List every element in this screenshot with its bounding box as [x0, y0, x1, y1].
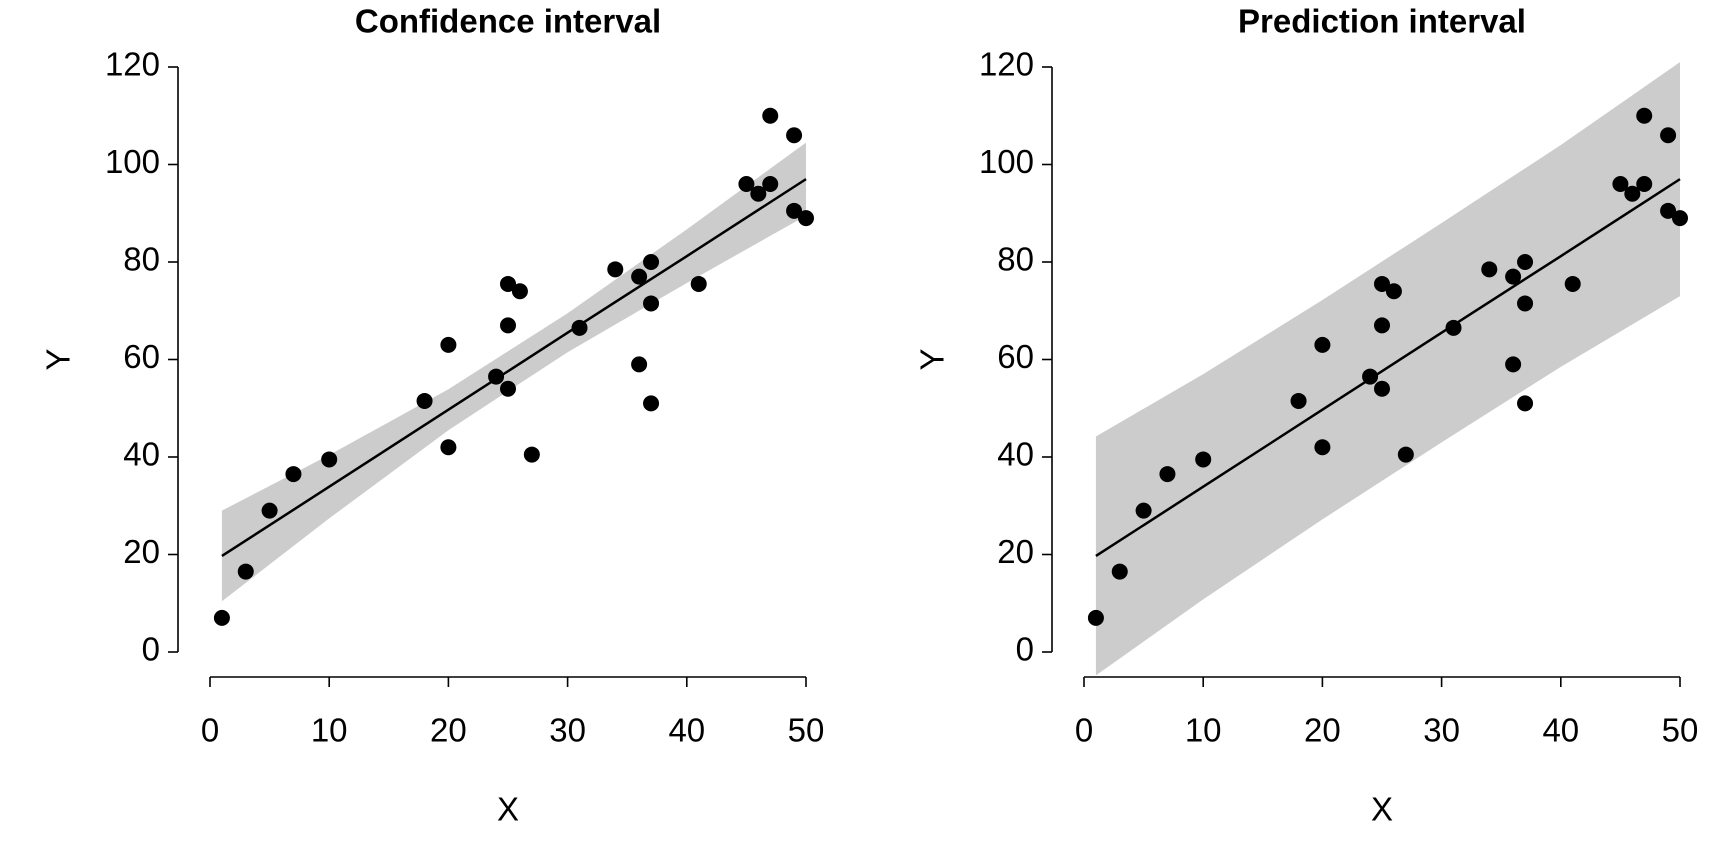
point	[1159, 466, 1176, 483]
point	[1517, 254, 1534, 270]
point	[1374, 380, 1390, 397]
y-tick-label: 0	[1016, 631, 1034, 668]
x-axis-label: X	[497, 791, 519, 828]
interval-band	[221, 142, 807, 602]
point	[762, 176, 779, 192]
point	[786, 127, 803, 144]
x-tick-label: 30	[549, 712, 586, 749]
point	[1374, 317, 1390, 334]
point	[1624, 185, 1641, 202]
y-tick-label: 100	[105, 143, 160, 180]
point	[1290, 392, 1307, 409]
x-tick-label: 10	[311, 712, 348, 749]
point	[643, 254, 660, 270]
point	[690, 275, 707, 292]
point	[1672, 210, 1688, 227]
point	[321, 451, 338, 468]
y-axis-label: Y	[40, 348, 77, 370]
y-tick-label: 0	[142, 631, 160, 668]
point	[213, 609, 230, 626]
point	[500, 317, 516, 334]
point	[1517, 295, 1534, 312]
point	[786, 202, 803, 219]
point	[440, 439, 457, 456]
point	[1195, 451, 1212, 468]
fit-line	[221, 178, 807, 558]
y-tick-label: 60	[997, 338, 1034, 375]
point	[1481, 261, 1498, 278]
point	[1505, 356, 1522, 373]
x-axis-label: X	[1371, 791, 1393, 828]
y-tick-label: 20	[123, 533, 160, 570]
x-tick-label: 40	[1542, 712, 1579, 749]
y-tick-label: 40	[997, 436, 1034, 473]
point	[500, 380, 516, 397]
point	[607, 261, 624, 278]
point	[1612, 176, 1629, 192]
point	[1314, 336, 1331, 353]
point	[750, 185, 767, 202]
y-tick-label: 100	[979, 143, 1034, 180]
x-tick-label: 40	[668, 712, 705, 749]
point	[1397, 446, 1414, 463]
x-tick-label: 50	[788, 712, 825, 749]
point	[1636, 107, 1653, 124]
point	[643, 395, 660, 412]
x-tick-label: 30	[1423, 712, 1460, 749]
chart-title: Confidence interval	[355, 3, 661, 40]
point	[631, 268, 648, 285]
point	[1362, 368, 1379, 385]
x-tick-label: 50	[1662, 712, 1699, 749]
point	[440, 336, 457, 353]
point	[261, 502, 278, 519]
point	[1087, 609, 1104, 626]
point	[1505, 268, 1522, 285]
x-tick-label: 20	[430, 712, 467, 749]
y-tick-label: 120	[105, 46, 160, 83]
point	[1385, 283, 1402, 300]
panel: 0 10 20 30 40 50 0 20 40 60 80 100 120 Prediction int…	[914, 3, 1699, 828]
fit-line	[1095, 178, 1681, 558]
point	[1636, 176, 1653, 192]
x-tick-label: 0	[1075, 712, 1093, 749]
chart-title: Prediction interval	[1238, 3, 1526, 40]
point	[798, 210, 814, 227]
point	[1135, 502, 1152, 519]
point	[571, 319, 588, 336]
point	[511, 283, 528, 300]
point	[523, 446, 540, 463]
point	[1111, 563, 1128, 580]
point	[1517, 395, 1534, 412]
point	[1660, 127, 1677, 144]
point	[1564, 275, 1581, 292]
point	[643, 295, 660, 312]
point	[488, 368, 505, 385]
point	[500, 275, 516, 292]
point	[1660, 202, 1677, 219]
x-tick-label: 0	[201, 712, 219, 749]
y-axis-label: Y	[914, 348, 951, 370]
y-tick-label: 80	[123, 241, 160, 278]
point	[1445, 319, 1462, 336]
point	[416, 392, 433, 409]
x-tick-label: 10	[1185, 712, 1222, 749]
y-tick-label: 40	[123, 436, 160, 473]
y-tick-label: 80	[997, 241, 1034, 278]
y-tick-label: 120	[979, 46, 1034, 83]
point	[1374, 275, 1390, 292]
point	[762, 107, 779, 124]
x-tick-label: 20	[1304, 712, 1341, 749]
panel: 0 10 20 30 40 50 0 20 40 60 80 100 120 Confidence int…	[40, 3, 825, 828]
y-tick-label: 60	[123, 338, 160, 375]
point	[631, 356, 648, 373]
point	[1314, 439, 1331, 456]
point	[738, 176, 755, 192]
point	[237, 563, 254, 580]
y-tick-label: 20	[997, 533, 1034, 570]
point	[285, 466, 302, 483]
